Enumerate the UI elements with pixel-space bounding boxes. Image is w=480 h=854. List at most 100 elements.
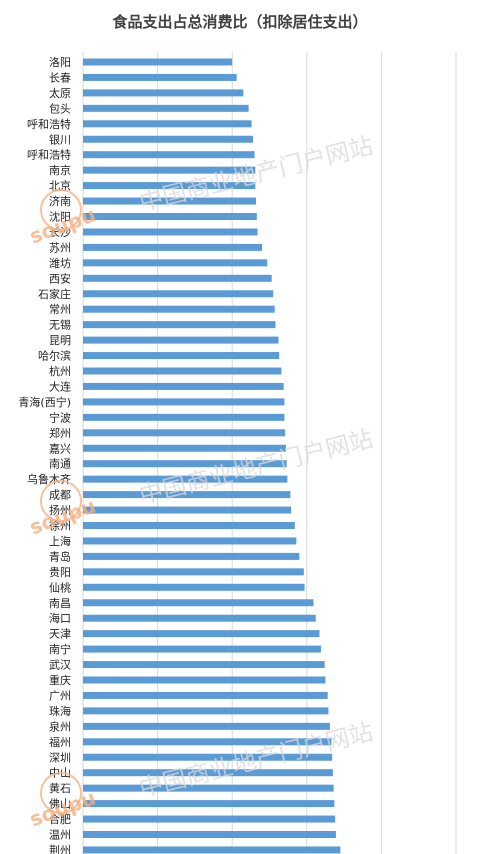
bar: [83, 491, 291, 499]
bar: [83, 645, 321, 653]
bar: [83, 738, 332, 746]
category-labels: 洛阳长春太原包头呼和浩特银川呼和浩特南京北京济南沈阳长沙苏州潍坊西安石家庄常州无…: [18, 55, 71, 854]
bar: [83, 166, 256, 174]
bar: [83, 784, 334, 792]
category-label: 青岛: [49, 549, 71, 563]
category-label: 徐州: [49, 519, 71, 533]
bar: [83, 429, 286, 437]
bar: [83, 58, 233, 66]
bar: [83, 104, 249, 112]
bar: [83, 800, 335, 808]
bar: [83, 352, 280, 360]
category-label: 沈阳: [49, 210, 71, 224]
bar: [83, 120, 252, 128]
bar: [83, 228, 258, 236]
bar: [83, 73, 237, 81]
bar: [83, 151, 255, 159]
bars: [83, 58, 341, 854]
category-label: 宁波: [49, 410, 71, 424]
bar: [83, 367, 282, 375]
bar: [83, 475, 288, 483]
bar: [83, 614, 316, 622]
category-label: 太原: [49, 87, 71, 100]
category-label: 南宁: [49, 642, 71, 656]
category-label: 荆州: [49, 844, 71, 854]
watermark-seal-icon: [40, 189, 82, 231]
bar: [83, 831, 336, 838]
category-label: 潍坊: [49, 256, 71, 270]
category-label: 上海: [49, 534, 71, 548]
category-label: 仙桃: [49, 580, 71, 594]
category-label: 天津: [49, 628, 71, 641]
bar: [83, 259, 268, 267]
category-label: 温州: [49, 829, 71, 842]
watermark-seal-icon: [40, 772, 82, 814]
category-label: 石家庄: [38, 287, 71, 301]
category-label: 杭州: [49, 364, 71, 378]
bar: [83, 815, 336, 823]
bar: [83, 753, 333, 761]
bar: [83, 444, 286, 452]
bar: [83, 213, 257, 220]
bar: [83, 89, 244, 97]
bar: [83, 321, 276, 329]
category-label: 广州: [49, 689, 71, 702]
category-label: 佛山: [49, 798, 71, 811]
watermark-seal-icon: [40, 480, 82, 522]
bar: [83, 707, 329, 715]
category-label: 南通: [49, 458, 71, 471]
category-label: 珠海: [49, 704, 71, 718]
bar: [83, 382, 284, 390]
category-label: 福州: [49, 735, 71, 749]
category-label: 重庆: [49, 673, 71, 687]
category-label: 南京: [49, 163, 71, 177]
category-label: 济南: [49, 194, 71, 208]
category-label: 青海(西宁): [18, 395, 71, 409]
bar: [83, 460, 287, 468]
bar: [83, 274, 272, 282]
bar: [83, 722, 330, 730]
bar: [83, 769, 333, 777]
category-label: 包头: [49, 102, 71, 115]
bar: [83, 676, 326, 684]
bar: [83, 583, 305, 591]
category-label: 常州: [49, 303, 71, 316]
category-label: 黄石: [49, 781, 71, 795]
bar: [83, 552, 300, 560]
bar: [83, 197, 257, 205]
bar: [83, 398, 285, 406]
bar: [83, 630, 320, 638]
category-label: 呼和浩特: [27, 148, 71, 162]
category-label: 合肥: [49, 812, 71, 826]
category-label: 银川: [49, 132, 71, 146]
bar: [83, 506, 292, 514]
category-label: 嘉兴: [49, 441, 71, 455]
chart-title: 食品支出占总消费比（扣除居住支出）: [112, 13, 367, 31]
category-label: 扬州: [49, 503, 71, 517]
category-label: 贵阳: [49, 566, 71, 579]
bar: [83, 290, 274, 298]
bar: [83, 568, 304, 576]
category-label: 郑州: [49, 426, 71, 440]
category-label: 大连: [49, 379, 71, 393]
bar: [83, 599, 314, 607]
category-label: 泉州: [49, 719, 71, 733]
bar: [83, 846, 341, 854]
category-label: 乌鲁木齐: [27, 472, 71, 486]
bar: [83, 182, 256, 190]
category-label: 武汉: [49, 659, 71, 672]
category-label: 哈尔滨: [38, 349, 71, 363]
bar: [83, 243, 263, 251]
category-label: 洛阳: [49, 55, 71, 69]
bar: [83, 661, 325, 669]
category-label: 苏州: [49, 241, 71, 254]
bar: [83, 336, 279, 344]
bar: [83, 537, 297, 545]
bar: [83, 413, 285, 421]
category-label: 成都: [49, 489, 71, 502]
bar: [83, 305, 275, 313]
category-label: 昆明: [49, 334, 71, 347]
category-label: 西安: [49, 271, 71, 285]
category-label: 长春: [49, 71, 71, 84]
category-label: 南昌: [49, 597, 71, 610]
